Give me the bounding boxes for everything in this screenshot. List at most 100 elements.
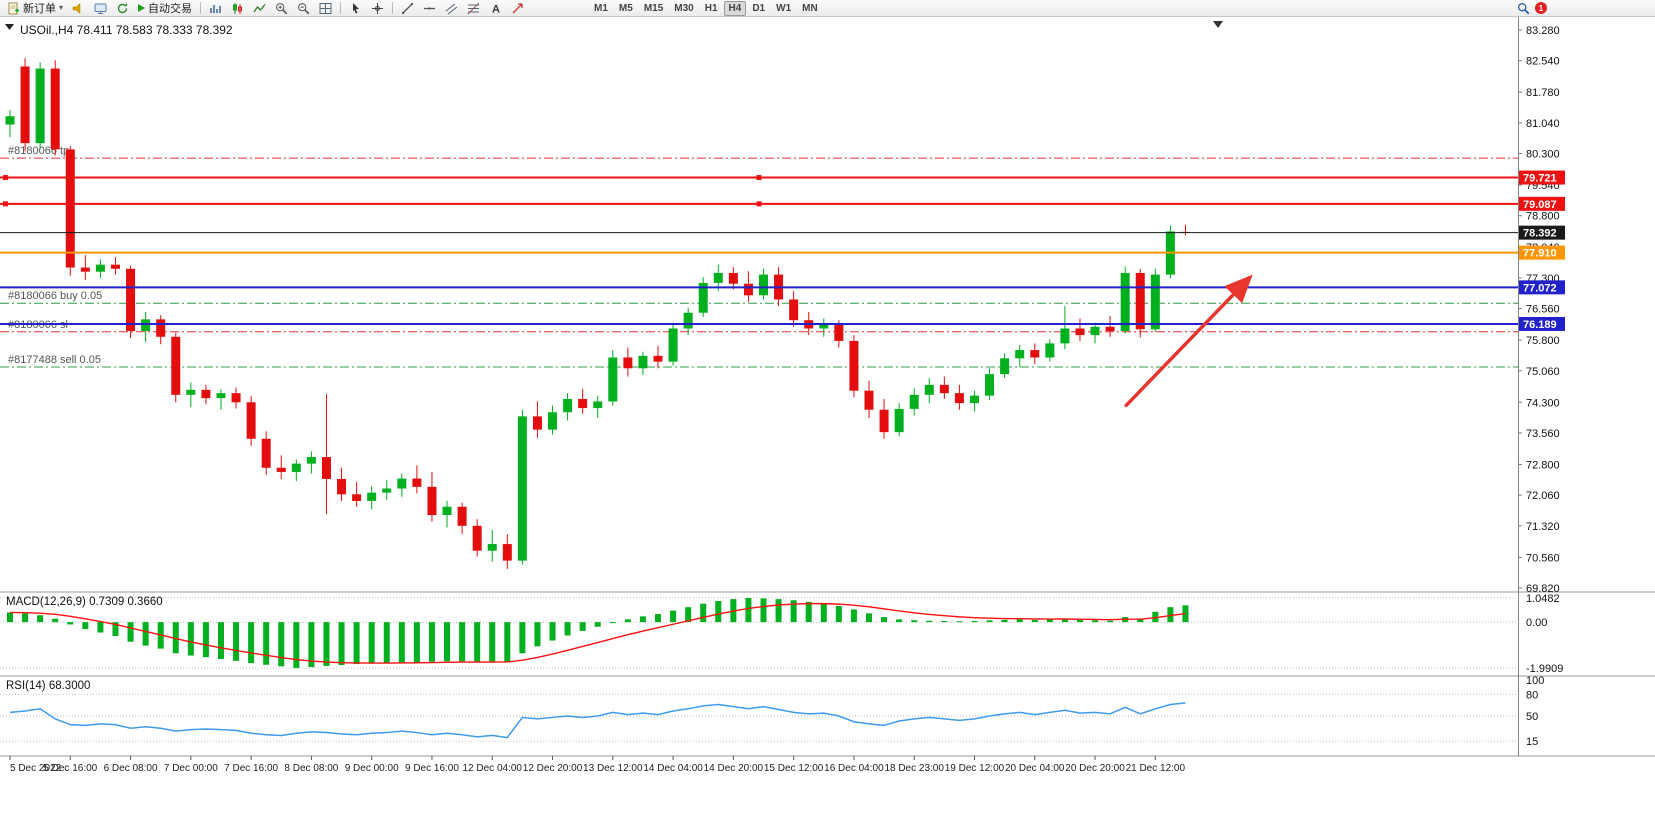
trend-arrow[interactable] — [1123, 274, 1253, 408]
macd-bar — [775, 599, 782, 623]
fibonacci-icon — [467, 2, 480, 14]
macd-label: MACD(12,26,9) 0.7309 0.3660 — [6, 596, 163, 608]
search-button[interactable] — [1513, 1, 1534, 16]
time-axis-label: 5 Dec 2022 — [10, 763, 62, 774]
channel-button[interactable] — [441, 1, 462, 16]
line-handle[interactable] — [756, 201, 762, 207]
price-tick-label: 72.800 — [1526, 459, 1560, 471]
new-order-button[interactable]: 新订单 ▾ — [3, 1, 67, 16]
time-axis-label: 7 Dec 00:00 — [164, 763, 218, 774]
time-axis-label: 20 Dec 04:00 — [1005, 763, 1065, 774]
macd-bar — [805, 601, 812, 623]
bar-chart-type-button[interactable] — [205, 1, 226, 16]
tile-windows-button[interactable] — [315, 1, 336, 16]
macd-bar — [790, 600, 797, 623]
zoom-out-button[interactable] — [293, 1, 314, 16]
candle-body — [1000, 358, 1010, 375]
candle-body — [743, 283, 753, 296]
timeframe-m15-button[interactable]: M15 — [639, 1, 668, 16]
toolbar-separator — [392, 2, 394, 14]
candle-body — [141, 319, 151, 331]
macd-bar — [413, 622, 420, 662]
macd-bar — [278, 622, 285, 667]
time-axis-label: 6 Dec 08:00 — [104, 763, 158, 774]
macd-bar — [534, 622, 541, 647]
price-chart-canvas[interactable]: #8180066 tp#8180066 buy 0.05#8180066 sl#… — [0, 17, 1655, 820]
new-order-label: 新订单 — [23, 3, 56, 15]
price-tag-label: 77.072 — [1523, 282, 1557, 294]
text-tool-button[interactable]: A — [485, 1, 506, 16]
price-tick-label: 81.780 — [1526, 87, 1560, 99]
scroll-end-marker[interactable] — [1213, 21, 1223, 28]
macd-bar — [911, 620, 918, 623]
timeframe-m5-button[interactable]: M5 — [614, 1, 638, 16]
timeframe-m1-button[interactable]: M1 — [589, 1, 613, 16]
price-tick-label: 75.060 — [1526, 366, 1560, 378]
candle-body — [382, 488, 392, 493]
charts-window-button[interactable] — [90, 1, 111, 16]
candle-body — [563, 398, 573, 413]
line-handle[interactable] — [3, 201, 8, 207]
crosshair-button[interactable] — [367, 1, 388, 16]
cursor-icon — [353, 2, 360, 14]
macd-bar — [850, 609, 857, 623]
timeframe-d1-button[interactable]: D1 — [747, 1, 770, 16]
price-tag — [1519, 225, 1565, 240]
refresh-button[interactable] — [112, 1, 133, 16]
zoom-in-icon — [276, 2, 288, 14]
order-label: #8180066 buy 0.05 — [8, 290, 102, 302]
rsi-axis-label: 80 — [1526, 689, 1538, 701]
macd-bar — [127, 622, 134, 642]
time-axis-label: 13 Dec 12:00 — [583, 763, 643, 774]
macd-bar — [1152, 611, 1159, 623]
chart-window[interactable]: #8180066 tp#8180066 buy 0.05#8180066 sl#… — [0, 17, 1655, 820]
macd-bar — [760, 598, 767, 623]
toolbar-separator — [200, 2, 202, 14]
rsi-line — [9, 702, 1186, 739]
timeframe-group: M1 M5 M15 M30 H1 H4 D1 W1 MN — [589, 0, 823, 16]
auto-trading-button[interactable]: 自动交易 — [134, 1, 196, 16]
notification-badge[interactable]: 1 — [1535, 2, 1547, 14]
candle-body — [954, 393, 964, 404]
price-tag — [1519, 316, 1565, 331]
trendline-button[interactable] — [397, 1, 418, 16]
price-tick-label: 76.560 — [1526, 304, 1560, 316]
zoom-in-button[interactable] — [271, 1, 292, 16]
timeframe-w1-button[interactable]: W1 — [771, 1, 796, 16]
macd-bar — [1046, 619, 1053, 623]
price-tick-label: 72.060 — [1526, 490, 1560, 502]
sound-button[interactable] — [68, 1, 89, 16]
fibonacci-button[interactable] — [463, 1, 484, 16]
arrow-tool-button[interactable] — [507, 1, 528, 16]
timeframe-h4-button[interactable]: H4 — [723, 0, 747, 16]
cursor-button[interactable] — [345, 1, 366, 16]
macd-bar — [474, 622, 481, 662]
candlestick-chart-icon — [233, 2, 243, 14]
price-tag — [1519, 196, 1565, 211]
rsi-axis-label: 15 — [1526, 736, 1538, 748]
macd-bar — [187, 622, 194, 656]
candle-body — [487, 544, 497, 551]
candle-body — [879, 409, 889, 433]
price-tick-label: 75.800 — [1526, 335, 1560, 347]
price-tick-label: 69.820 — [1526, 583, 1560, 595]
candle-body — [186, 389, 196, 395]
macd-bar — [1092, 620, 1099, 623]
candle-body — [457, 506, 467, 526]
timeframe-mn-button[interactable]: MN — [797, 1, 823, 16]
timeframe-m30-button[interactable]: M30 — [669, 1, 698, 16]
line-handle[interactable] — [756, 175, 762, 181]
chart-expand-marker[interactable] — [5, 24, 14, 30]
time-axis-label: 15 Dec 12:00 — [764, 763, 824, 774]
horizontal-line-button[interactable] — [419, 1, 440, 16]
timeframe-h1-button[interactable]: H1 — [700, 1, 723, 16]
line-chart-type-button[interactable] — [249, 1, 270, 16]
candle-body — [593, 401, 603, 409]
time-axis-label: 20 Dec 20:00 — [1065, 763, 1125, 774]
candle-body — [532, 416, 542, 430]
candle-body — [216, 393, 226, 399]
macd-bar — [609, 622, 616, 624]
candle-body — [276, 467, 286, 472]
candlestick-type-button[interactable] — [227, 1, 248, 16]
line-handle[interactable] — [3, 175, 8, 181]
